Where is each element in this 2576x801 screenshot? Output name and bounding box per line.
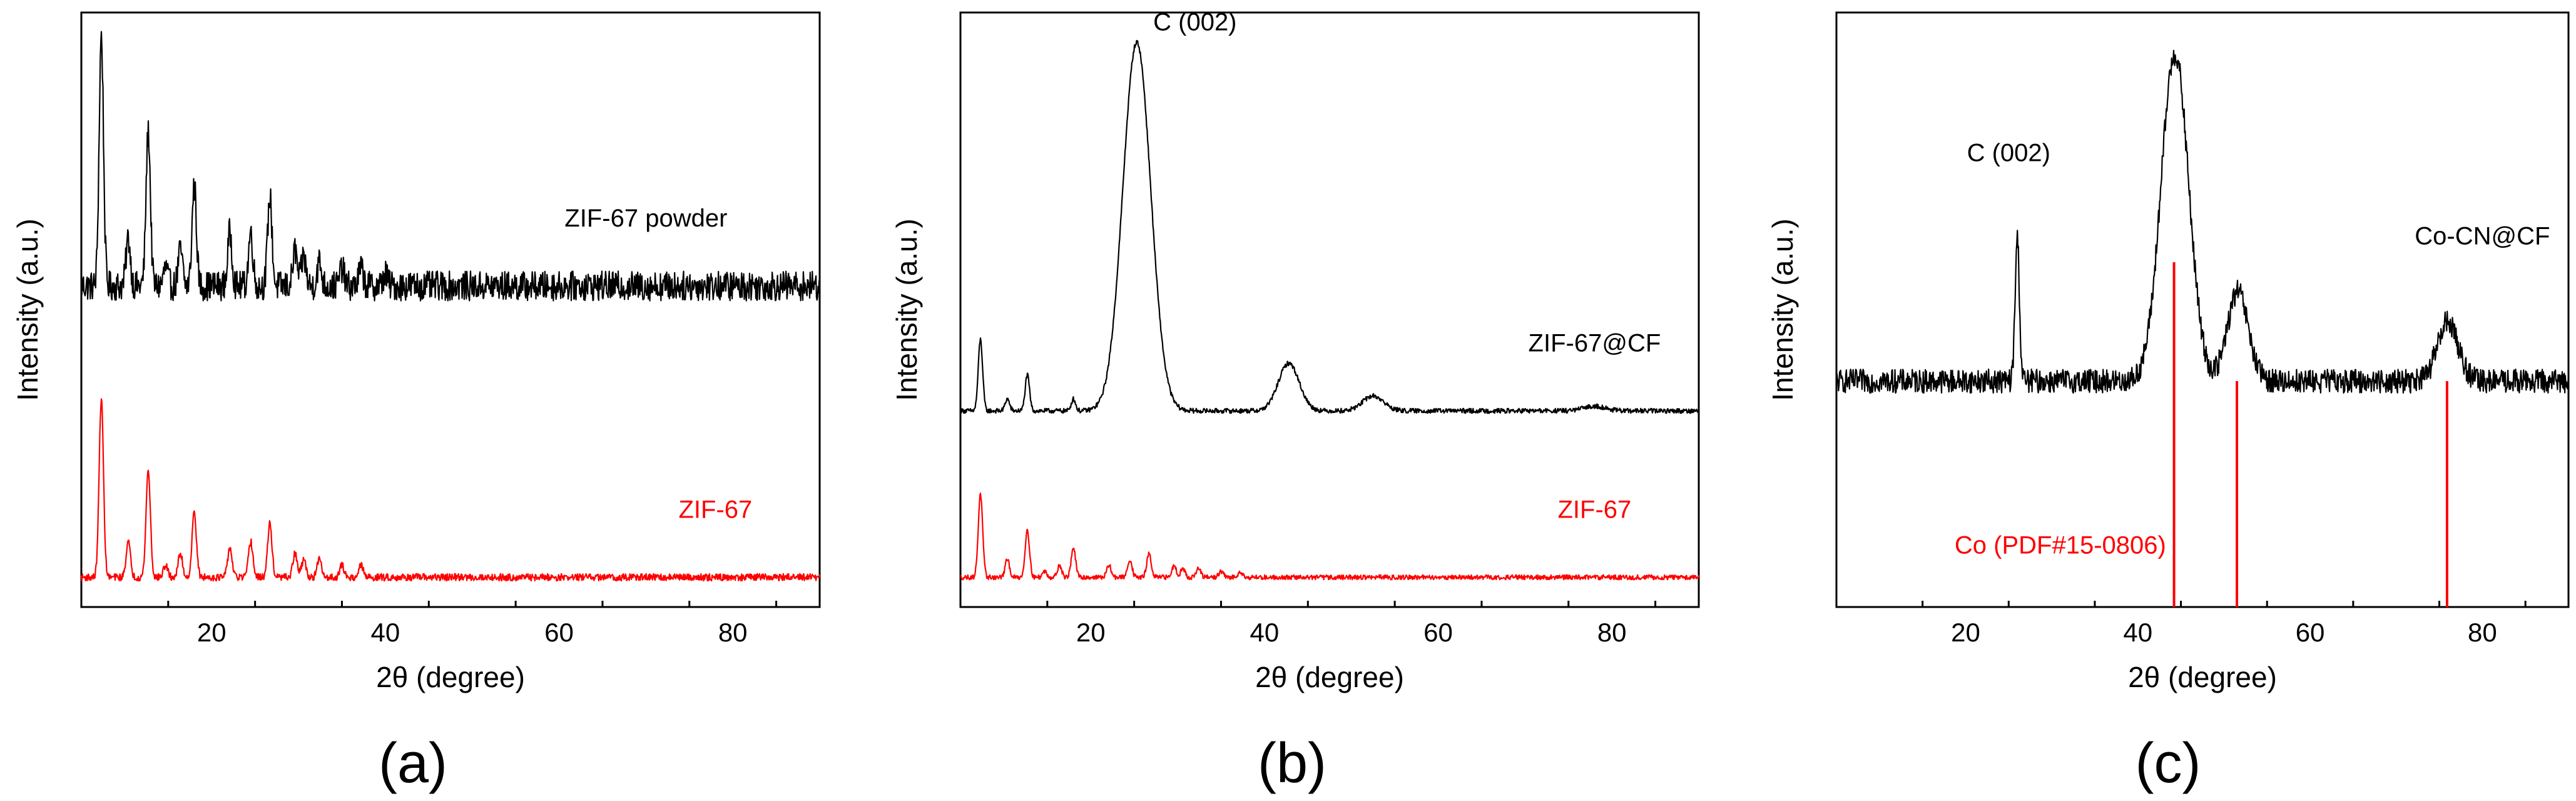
panel-c-ticks: 20 40 60 80 [1835,601,2527,647]
panel-a-xlabel: 2θ (degree) [376,661,525,693]
panel-a-label: (a) [379,732,447,795]
x-tick-label: 80 [2468,618,2497,647]
x-tick-label: 80 [1597,618,1627,647]
panel-b-annotations: C (002) ZIF-67@CF ZIF-67 [1153,9,1661,524]
x-tick-label: 40 [2123,618,2152,647]
series-line-zif-67 [960,492,1700,581]
panel-b-ticks: 20 40 60 80 [959,601,1657,647]
panel-c-label: (c) [2136,732,2201,795]
annotation-zif-67: ZIF-67 [679,496,753,524]
x-tick-label: 20 [197,618,227,647]
panel-c: 20 40 60 80 C (002) Co-CN@CF Co (PDF#15-0806)… [1766,11,2570,795]
panel-c-annotations: C (002) Co-CN@CF Co (PDF#15-0806) [1955,140,2550,559]
panel-b-xlabel: 2θ (degree) [1255,661,1404,693]
panel-a-ylabel: Intensity (a.u.) [11,218,44,400]
x-tick-label: 60 [1423,618,1453,647]
annotation-zif-67-cf: ZIF-67@CF [1529,330,1661,357]
panel-c-series [1836,49,2570,394]
annotation-co-pdf-15-0806: Co (PDF#15-0806) [1955,532,2166,559]
annotation-zif-67-powder: ZIF-67 powder [564,205,727,232]
series-line-zif-67 [80,398,821,582]
series-line-zif-67-cf [959,39,1699,414]
panel-a-frame [80,11,821,608]
panel-c-ylabel: Intensity (a.u.) [1766,218,1799,400]
annotation-co-cn-cf: Co-CN@CF [2415,223,2550,250]
panel-b-frame [959,11,1700,608]
x-tick-label: 80 [718,618,748,647]
panel-b-ylabel: Intensity (a.u.) [890,218,923,400]
panel-a: 20 40 60 80 ZIF-67 powder ZIF-67 2θ (degree)… [11,11,821,795]
x-tick-label: 40 [371,618,400,647]
series-line-co-cn-cf [1836,49,2570,394]
x-tick-label: 20 [1076,618,1106,647]
x-tick-label: 60 [2296,618,2325,647]
panel-a-ticks: 20 40 60 80 [80,601,778,647]
annotation-zif-67: ZIF-67 [1558,496,1632,524]
panel-c-xlabel: 2θ (degree) [2128,661,2277,693]
x-tick-label: 60 [544,618,574,647]
panel-b: 20 40 60 80 C (002) ZIF-67@CF ZIF-67 2θ (degr… [890,9,1700,795]
panel-a-series [80,31,821,582]
annotation-c-002: C (002) [1153,9,1236,36]
x-tick-label: 40 [1250,618,1280,647]
x-tick-label: 20 [1951,618,1980,647]
panel-b-series [959,39,1700,581]
panel-b-label: (b) [1258,732,1326,795]
panel-a-annotations: ZIF-67 powder ZIF-67 [564,205,752,524]
panel-c-frame [1835,11,2570,608]
series-line-zif-67-powder [80,31,821,302]
annotation-c-002: C (002) [1967,140,2050,167]
panel-c-reference [2172,262,2448,607]
